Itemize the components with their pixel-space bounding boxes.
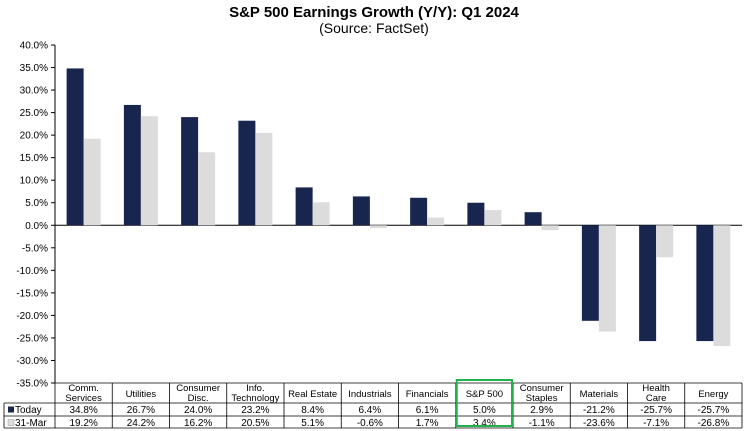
data-label: -1.1% — [529, 418, 555, 429]
data-label: 3.4% — [473, 418, 496, 429]
data-label: 24.0% — [184, 405, 212, 416]
highlight-box — [455, 379, 513, 427]
bar-today — [410, 197, 428, 226]
bar-31-mar — [255, 132, 273, 226]
bar-series — [66, 68, 731, 347]
category-label: Services — [65, 393, 102, 404]
y-tick-label: -35.0% — [16, 379, 48, 390]
data-table: Comm.Services UtilitiesConsumerDisc.Info.… — [3, 379, 743, 429]
category-label: Info. — [246, 383, 265, 394]
bar-31-mar — [312, 202, 330, 226]
bar-today — [295, 187, 313, 226]
bar-31-mar — [140, 116, 158, 226]
category-label: Utilities — [126, 389, 157, 400]
data-label: 2.9% — [530, 405, 553, 416]
y-tick-label: 30.0% — [20, 86, 48, 97]
y-tick-label: -10.0% — [16, 266, 48, 277]
bar-today — [581, 225, 599, 321]
bar-today — [181, 117, 199, 226]
bar-today — [66, 68, 84, 226]
y-tick-label: 25.0% — [20, 108, 48, 119]
data-label: -21.2% — [583, 405, 615, 416]
data-label: -7.1% — [643, 418, 669, 429]
category-label: Care — [646, 393, 667, 404]
category-label: Consumer — [520, 383, 564, 394]
bar-today — [352, 196, 370, 226]
data-label: -23.6% — [583, 418, 615, 429]
data-label: 6.4% — [358, 405, 381, 416]
bar-31-mar — [427, 217, 445, 226]
data-label: -25.7% — [698, 405, 730, 416]
y-tick-label: 0.0% — [25, 221, 48, 232]
bar-today — [467, 202, 485, 226]
category-label: Financials — [406, 389, 449, 400]
category-label: Comm. — [68, 383, 99, 394]
chart-title: S&P 500 Earnings Growth (Y/Y): Q1 2024 — [229, 4, 519, 21]
data-label: 16.2% — [184, 418, 212, 429]
category-label: Materials — [580, 389, 619, 400]
data-label: 6.1% — [416, 405, 439, 416]
category-label: Real Estate — [288, 389, 337, 400]
bar-31-mar — [656, 225, 674, 258]
data-label: 5.1% — [301, 418, 324, 429]
data-label: 24.2% — [127, 418, 155, 429]
y-tick-label: 5.0% — [25, 198, 48, 209]
data-label: 19.2% — [69, 418, 97, 429]
y-axis: 40.0% 35.0% 30.0% 25.0% 20.0% 15.0% 10.0% 5.0% 0… — [16, 41, 742, 390]
legend-swatch — [7, 419, 15, 426]
y-tick-label: 40.0% — [20, 41, 48, 52]
bar-today — [238, 120, 256, 226]
category-label: Disc. — [188, 393, 209, 404]
y-tick-label: -25.0% — [16, 333, 48, 344]
y-tick-label: 35.0% — [20, 63, 48, 74]
data-label: 20.5% — [241, 418, 269, 429]
y-tick-label: -5.0% — [22, 243, 48, 254]
data-label: 34.8% — [69, 405, 97, 416]
bar-today — [639, 225, 657, 342]
category-label: Technology — [231, 393, 279, 404]
category-label: Consumer — [176, 383, 220, 394]
category-label: S&P 500 — [466, 389, 503, 400]
bar-31-mar — [83, 138, 101, 226]
data-label: 1.7% — [416, 418, 439, 429]
data-label: -25.7% — [640, 405, 672, 416]
bar-today — [524, 212, 542, 226]
bar-31-mar — [713, 225, 731, 347]
bar-31-mar — [484, 209, 502, 226]
bar-31-mar — [369, 225, 387, 228]
bar-31-mar — [198, 152, 216, 226]
legend-label: Today — [15, 405, 42, 416]
data-label: 5.0% — [473, 405, 496, 416]
bar-31-mar — [541, 225, 559, 231]
category-label: Energy — [698, 389, 728, 400]
legend-label: 31-Mar — [15, 418, 47, 429]
data-label: -26.8% — [698, 418, 730, 429]
y-tick-label: -30.0% — [16, 356, 48, 367]
bar-today — [123, 104, 141, 226]
y-tick-label: 20.0% — [20, 131, 48, 142]
data-label: 23.2% — [241, 405, 269, 416]
data-label: 26.7% — [127, 405, 155, 416]
category-label: Staples — [526, 393, 558, 404]
data-label: -0.6% — [357, 418, 383, 429]
data-label: 8.4% — [301, 405, 324, 416]
y-tick-label: 10.0% — [20, 176, 48, 187]
y-tick-label: 15.0% — [20, 153, 48, 164]
y-tick-label: -20.0% — [16, 311, 48, 322]
category-label: Health — [642, 383, 669, 394]
bar-31-mar — [598, 225, 616, 332]
y-tick-label: -15.0% — [16, 288, 48, 299]
bar-today — [696, 225, 714, 342]
chart-subtitle: (Source: FactSet) — [319, 20, 429, 36]
category-label: Industrials — [348, 389, 392, 400]
legend-swatch — [8, 406, 14, 413]
